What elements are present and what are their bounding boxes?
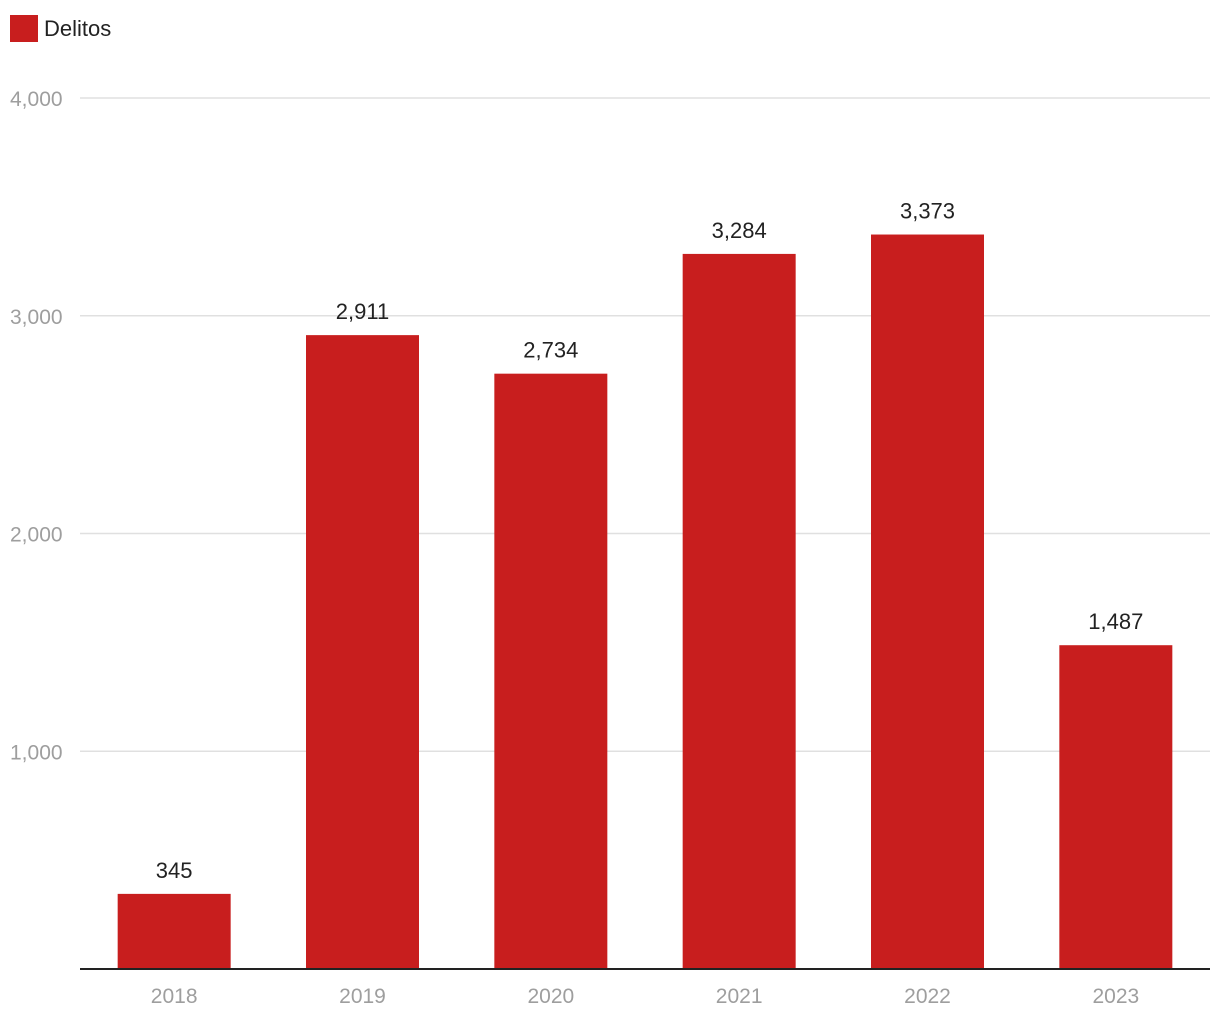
data-label-2022: 3,373 xyxy=(900,199,955,224)
x-tick-label-2018: 2018 xyxy=(151,985,198,1008)
legend-swatch-delitos xyxy=(10,15,38,42)
bars xyxy=(117,234,1173,970)
bar-2018 xyxy=(117,893,231,969)
bar-2019 xyxy=(306,335,419,969)
bar-2022 xyxy=(871,234,984,970)
y-tick-label: 1,000 xyxy=(10,741,63,764)
legend: Delitos xyxy=(10,15,111,42)
legend-label-delitos: Delitos xyxy=(44,16,111,41)
data-labels: 345 2,911 2,734 3,284 3,373 1,487 xyxy=(156,199,1144,883)
x-tick-label-2021: 2021 xyxy=(716,985,763,1008)
data-label-2020: 2,734 xyxy=(523,338,578,363)
data-label-2021: 3,284 xyxy=(712,218,767,243)
gridlines xyxy=(80,97,1210,752)
y-axis-tick-labels: 1,000 2,000 3,000 4,000 xyxy=(10,88,63,764)
x-tick-label-2022: 2022 xyxy=(904,985,951,1008)
bar-2021 xyxy=(682,253,796,969)
y-tick-label: 4,000 xyxy=(10,88,63,111)
x-tick-label-2023: 2023 xyxy=(1092,985,1139,1008)
data-label-2018: 345 xyxy=(156,858,193,883)
x-tick-label-2020: 2020 xyxy=(527,985,574,1008)
y-tick-label: 2,000 xyxy=(10,524,63,547)
data-label-2023: 1,487 xyxy=(1088,609,1143,634)
x-tick-label-2019: 2019 xyxy=(339,985,386,1008)
bar-2020 xyxy=(494,373,608,969)
data-label-2019: 2,911 xyxy=(336,299,389,324)
x-axis-tick-labels: 2018 2019 2020 2021 2022 2023 xyxy=(151,985,1139,1008)
bar-2023 xyxy=(1059,645,1173,969)
y-tick-label: 3,000 xyxy=(10,306,63,329)
